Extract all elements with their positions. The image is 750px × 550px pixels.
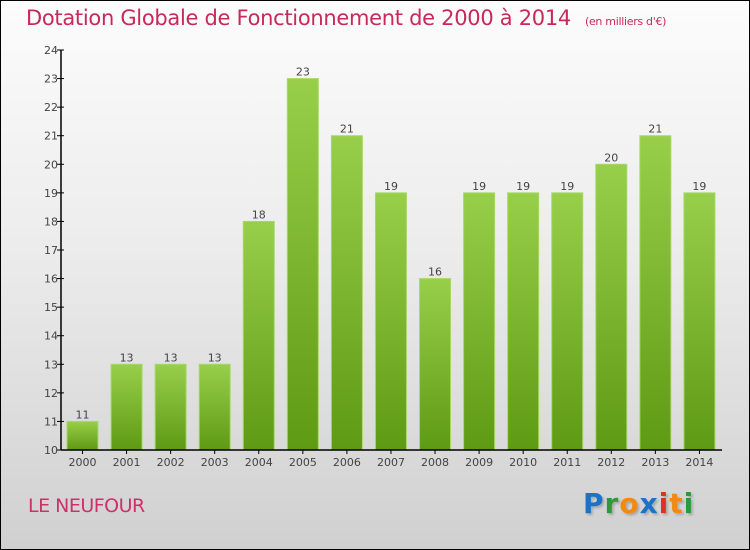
x-tick-label-2007: 2007 [377,456,405,469]
x-tick-label-2010: 2010 [509,456,537,469]
y-tick-label-16: 16 [44,273,58,286]
logo-letter: r [604,487,620,520]
y-tick-label-17: 17 [44,244,58,257]
y-tick-label-24: 24 [44,44,58,57]
y-tick-label-19: 19 [44,187,58,200]
proxiti-logo: Proxiti [583,487,694,520]
y-tick-label-14: 14 [44,330,58,343]
y-tick-label-23: 23 [44,73,58,86]
data-label-2014: 19 [692,180,706,193]
bar-2009 [463,192,496,451]
logo-letter: t [669,487,684,520]
bar-2010 [507,192,540,451]
bar-2013 [639,135,672,451]
x-tick-label-2012: 2012 [597,456,625,469]
data-label-2004: 18 [252,208,266,221]
x-tick-label-2014: 2014 [685,456,713,469]
data-label-2007: 19 [384,180,398,193]
data-label-2001: 13 [120,351,134,364]
logo-letter: P [583,487,605,520]
data-label-2010: 19 [516,180,530,193]
x-tick-label-2005: 2005 [289,456,317,469]
y-tick-label-18: 18 [44,215,58,228]
logo-letter: i [658,487,670,520]
title-text: Dotation Globale de Fonctionnement de 20… [26,6,571,30]
x-tick-label-2009: 2009 [465,456,493,469]
bar-2012 [595,163,628,451]
data-label-2012: 20 [604,151,618,164]
bar-2014 [683,192,716,451]
chart-title: Dotation Globale de Fonctionnement de 20… [26,6,666,30]
commune-name: LE NEUFOUR [28,495,145,517]
data-label-2008: 16 [428,266,442,279]
x-tick-label-2008: 2008 [421,456,449,469]
x-tick-label-2004: 2004 [245,456,273,469]
logo-letter: o [619,487,640,520]
bar-2000 [66,420,99,451]
y-tick-label-22: 22 [44,101,58,114]
data-label-2000: 11 [76,408,90,421]
bar-2003 [198,363,231,451]
x-tick-label-2000: 2000 [69,456,97,469]
bar-2002 [154,363,187,451]
data-label-2003: 13 [208,351,222,364]
bar-2011 [551,192,584,451]
y-tick-label-15: 15 [44,301,58,314]
y-tick-label-12: 12 [44,387,58,400]
data-label-2011: 19 [560,180,574,193]
y-tick-label-10: 10 [44,444,58,457]
bar-2005 [286,78,319,451]
bar-2006 [330,135,363,451]
y-tick-label-21: 21 [44,130,58,143]
y-tick-label-20: 20 [44,158,58,171]
x-tick-label-2003: 2003 [201,456,229,469]
bar-2004 [242,220,275,451]
data-label-2002: 13 [164,351,178,364]
data-label-2013: 21 [648,123,662,136]
bar-2008 [419,278,452,451]
logo-letter: x [639,487,659,520]
x-tick-label-2001: 2001 [113,456,141,469]
data-label-2009: 19 [472,180,486,193]
y-tick-label-13: 13 [44,358,58,371]
bar-2001 [110,363,143,451]
x-tick-label-2013: 2013 [641,456,669,469]
chart-subtitle: (en milliers d'€) [584,15,667,28]
data-label-2005: 23 [296,66,310,79]
x-tick-label-2006: 2006 [333,456,361,469]
logo-letter: i [683,487,695,520]
bar-2007 [374,192,407,451]
data-label-2006: 21 [340,123,354,136]
x-tick-label-2002: 2002 [157,456,185,469]
y-tick-label-11: 11 [44,415,58,428]
x-tick-label-2011: 2011 [553,456,581,469]
